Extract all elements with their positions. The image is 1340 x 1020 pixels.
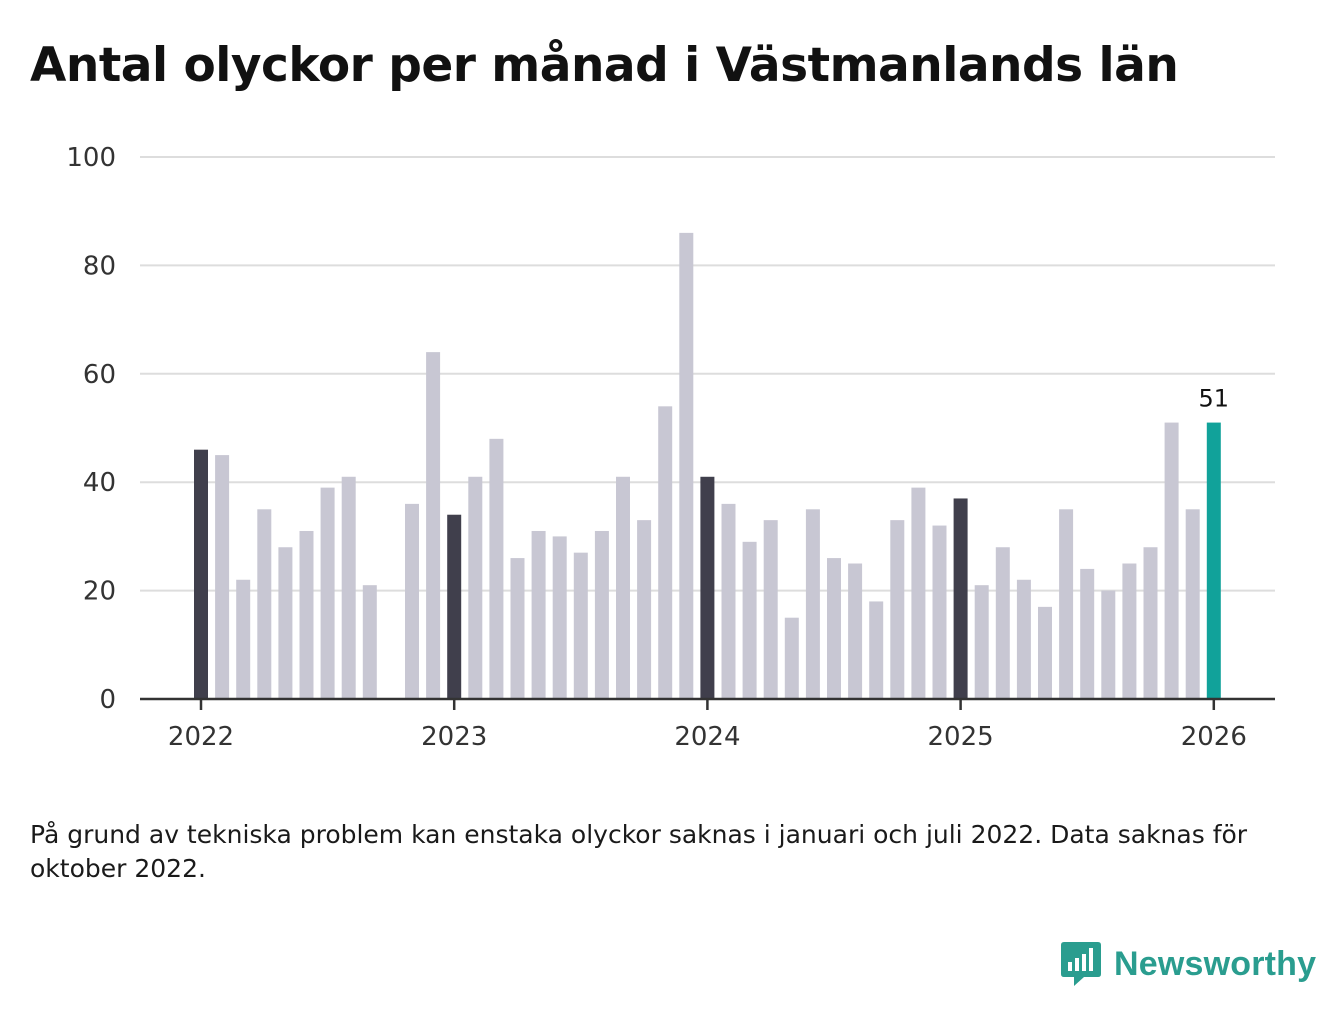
bar	[362, 585, 377, 699]
bar	[848, 563, 863, 699]
bar	[700, 476, 715, 699]
bar	[1059, 509, 1074, 699]
x-tick-label: 2025	[928, 722, 994, 752]
bar	[742, 541, 757, 699]
data-labels: 51	[1199, 385, 1230, 413]
bar	[890, 520, 905, 699]
bar	[932, 525, 947, 699]
bar	[721, 503, 736, 699]
y-tick-label: 40	[83, 468, 116, 498]
bar	[320, 487, 335, 699]
x-axis: 2022 2023 2024 2025 2026	[140, 697, 1275, 752]
bars	[194, 232, 1221, 699]
bar	[679, 232, 694, 699]
bar	[1038, 606, 1052, 699]
bar	[616, 476, 630, 699]
newsworthy-logo-icon	[1061, 942, 1101, 986]
bar	[341, 476, 356, 699]
brand-logo[interactable]: Newsworthy	[1060, 940, 1316, 988]
y-tick-label: 20	[83, 577, 116, 607]
bar	[1122, 563, 1137, 699]
bar	[637, 520, 652, 699]
bar	[827, 558, 841, 699]
y-tick-label: 80	[83, 251, 116, 281]
bar-chart: 0 20 40 60 80 100 2022 2023 2024 2025 2026 51	[66, 143, 1275, 752]
bar	[658, 406, 673, 699]
bar	[257, 509, 272, 699]
bar	[510, 558, 525, 699]
bar	[1206, 422, 1221, 699]
bar	[1143, 547, 1158, 699]
footnote: På grund av tekniska problem kan enstaka…	[30, 820, 1248, 883]
bar	[911, 487, 926, 699]
bar	[1185, 509, 1200, 699]
bar	[426, 352, 441, 699]
data-label-latest: 51	[1199, 385, 1230, 413]
x-tick-label: 2023	[421, 722, 487, 752]
bar	[299, 530, 314, 699]
bar	[236, 579, 251, 699]
brand-name: Newsworthy	[1114, 944, 1317, 983]
bar	[468, 476, 483, 699]
x-tick-label: 2024	[674, 722, 740, 752]
bar	[1080, 568, 1095, 699]
bar	[489, 438, 504, 699]
bar	[995, 547, 1010, 699]
bar	[573, 552, 588, 699]
bar	[953, 498, 968, 699]
bar	[763, 520, 778, 699]
bar	[405, 503, 419, 699]
y-axis-ticks: 0 20 40 60 80 100	[66, 143, 116, 715]
bar	[594, 530, 609, 699]
bar	[215, 455, 230, 699]
bar	[552, 536, 567, 699]
chart-title: Antal olyckor per månad i Västmanlands l…	[30, 38, 1179, 93]
bar	[784, 617, 799, 699]
bar	[531, 530, 546, 699]
bar	[805, 509, 820, 699]
bar	[974, 585, 989, 699]
bar	[194, 449, 208, 699]
bar	[1164, 422, 1179, 699]
bar	[869, 601, 884, 699]
y-tick-label: 60	[83, 360, 116, 390]
bar	[1016, 579, 1031, 699]
bar	[1101, 590, 1116, 699]
bar	[447, 514, 462, 699]
x-tick-label: 2022	[168, 722, 234, 752]
y-tick-label: 100	[66, 143, 116, 173]
x-tick-label: 2026	[1181, 722, 1247, 752]
y-tick-label: 0	[99, 685, 116, 715]
bar	[278, 547, 293, 699]
